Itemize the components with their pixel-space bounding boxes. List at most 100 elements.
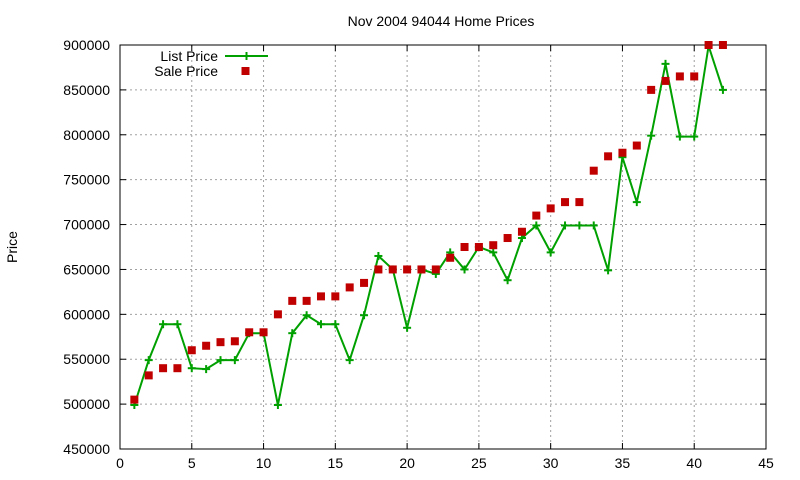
sale-price-point <box>130 395 139 404</box>
legend-label-sale-price: Sale Price <box>154 63 218 79</box>
list-price-point <box>316 320 325 329</box>
sale-price-point <box>704 41 713 49</box>
sale-price-point <box>159 364 168 373</box>
list-price-point <box>460 265 469 274</box>
sale-price-point <box>489 241 498 250</box>
y-tick-label: 600000 <box>63 306 110 322</box>
y-axis-label: Price <box>4 231 20 263</box>
chart-title: Nov 2004 94044 Home Prices <box>348 13 535 29</box>
list-price-line <box>133 45 724 406</box>
legend: List Price Sale Price <box>154 48 268 79</box>
list-price-point <box>159 320 168 329</box>
sale-price-point <box>417 265 426 274</box>
sale-price-point <box>675 72 684 81</box>
axes: 0 5 10 15 20 25 30 35 40 45 450000 500000 550000 6000… <box>63 37 774 471</box>
sale-price-point <box>546 204 555 213</box>
sale-price-point <box>503 234 512 243</box>
x-tick-label: 30 <box>543 455 559 471</box>
list-price-point <box>561 221 570 230</box>
list-price-point <box>589 221 598 230</box>
list-price-point <box>345 356 354 365</box>
y-tick-label: 900000 <box>63 37 110 53</box>
sale-price-point <box>632 141 641 150</box>
list-price-point <box>202 365 211 374</box>
sale-price-point <box>273 310 282 319</box>
x-tick-label: 45 <box>758 455 774 471</box>
sale-price-point <box>661 76 670 85</box>
y-tick-label: 500000 <box>63 396 110 412</box>
sale-price-point <box>575 198 584 207</box>
list-price-point <box>288 329 297 338</box>
list-price-point <box>302 311 311 320</box>
legend-sample-sale-price <box>241 67 250 75</box>
sale-price-point <box>517 227 526 236</box>
sale-price-point <box>187 346 196 355</box>
list-price-point <box>546 248 555 257</box>
sale-price-point <box>474 243 483 251</box>
sale-price-point <box>690 72 699 81</box>
sale-price-point <box>403 265 412 274</box>
list-price-point <box>575 221 584 230</box>
x-tick-label: 5 <box>188 455 196 471</box>
sale-price-point <box>316 292 325 301</box>
sale-price-point <box>618 148 627 157</box>
sale-price-point <box>259 328 268 337</box>
list-price-point <box>187 364 196 373</box>
x-tick-label: 40 <box>686 455 702 471</box>
x-tick-label: 20 <box>399 455 415 471</box>
list-price-point <box>675 132 684 141</box>
sale-price-point <box>561 198 570 207</box>
sale-price-point <box>431 265 440 274</box>
y-tick-label: 450000 <box>63 441 110 457</box>
sale-price-point <box>230 337 239 346</box>
series-layer <box>130 41 727 410</box>
y-tick-label: 700000 <box>63 217 110 233</box>
sale-price-point <box>589 166 598 175</box>
list-price-point <box>374 251 383 260</box>
sale-price-point <box>173 364 182 373</box>
list-price-point <box>230 356 239 365</box>
sale-price-point <box>446 253 455 262</box>
list-price-point <box>173 320 182 329</box>
y-tick-label: 850000 <box>63 82 110 98</box>
y-tick-label: 750000 <box>63 172 110 188</box>
sale-price-point <box>604 152 613 161</box>
list-price-point <box>360 311 369 320</box>
plot-frame <box>119 44 767 450</box>
list-price-point <box>532 221 541 230</box>
legend-label-list-price: List Price <box>160 48 218 64</box>
sale-price-point <box>460 243 469 251</box>
list-price-point <box>489 248 498 257</box>
sale-price-point <box>532 211 541 220</box>
list-price-point <box>273 401 282 410</box>
list-price-point <box>216 356 225 365</box>
sale-price-point <box>345 283 354 292</box>
sale-price-point <box>388 265 397 274</box>
x-tick-label: 10 <box>256 455 272 471</box>
list-price-point <box>661 59 670 68</box>
y-tick-label: 650000 <box>63 261 110 277</box>
x-tick-label: 15 <box>328 455 344 471</box>
sale-price-point <box>202 341 211 350</box>
y-tick-label: 550000 <box>63 351 110 367</box>
x-tick-label: 35 <box>615 455 631 471</box>
sale-price-point <box>288 296 297 305</box>
list-price-point <box>144 356 153 365</box>
list-price-point <box>331 320 340 329</box>
sale-price-point <box>360 278 369 287</box>
sale-price-point <box>216 338 225 347</box>
list-price-point <box>503 276 512 285</box>
sale-price-point <box>647 85 656 94</box>
sale-price-point <box>302 296 311 305</box>
y-tick-label: 800000 <box>63 127 110 143</box>
list-price-point <box>690 132 699 141</box>
list-price-point <box>403 323 412 332</box>
x-tick-label: 0 <box>116 455 124 471</box>
sale-price-point <box>245 328 254 337</box>
grid <box>120 45 766 449</box>
sale-price-point <box>374 265 383 274</box>
x-tick-label: 25 <box>471 455 487 471</box>
list-price-point <box>604 266 613 275</box>
sale-price-point <box>718 41 727 49</box>
